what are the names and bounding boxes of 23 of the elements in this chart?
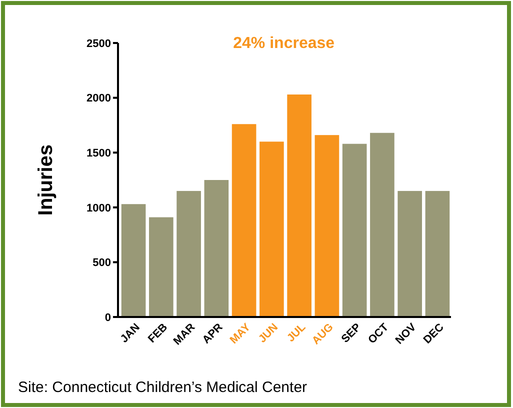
text: Site: Connecticut Children’s Medical Center (18, 379, 308, 396)
bar (149, 217, 174, 317)
annotation: 24% increase (233, 35, 335, 52)
x-tick-label: JUL (284, 321, 308, 345)
bar (398, 190, 422, 317)
bar (287, 94, 312, 317)
bar (370, 132, 394, 317)
bar (121, 204, 146, 317)
y-tick-label: 1500 (86, 147, 111, 160)
y-tick-label: 1000 (86, 202, 111, 214)
bar (260, 142, 284, 317)
y-tick-label: 500 (92, 257, 111, 270)
bar (176, 190, 201, 317)
y-tick-label: 2500 (86, 38, 111, 50)
x-tick-label: SEP (339, 321, 364, 346)
y-axis-title: Injuries (35, 144, 57, 216)
y-tick-label: 2000 (86, 92, 111, 105)
bar (425, 190, 450, 317)
bar (232, 124, 256, 317)
bar (342, 144, 367, 317)
y-tick-label: 0 (104, 312, 111, 324)
bar (204, 180, 229, 317)
bar (314, 135, 340, 317)
